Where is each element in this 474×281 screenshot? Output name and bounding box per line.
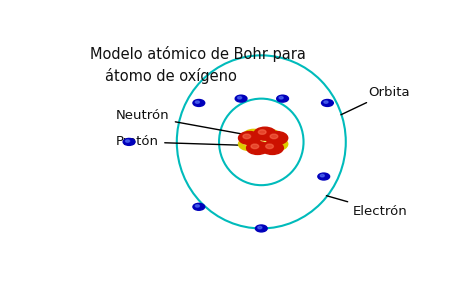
Circle shape <box>266 138 288 151</box>
Circle shape <box>193 203 205 210</box>
Circle shape <box>254 138 276 151</box>
Circle shape <box>258 129 281 142</box>
Text: Neutrón: Neutrón <box>116 109 257 137</box>
Circle shape <box>279 97 283 99</box>
Circle shape <box>277 95 289 102</box>
Circle shape <box>243 129 265 142</box>
Text: Orbita: Orbita <box>341 86 410 115</box>
Circle shape <box>195 101 200 103</box>
Circle shape <box>258 140 266 145</box>
Circle shape <box>318 173 329 180</box>
Circle shape <box>238 138 261 151</box>
Circle shape <box>243 134 251 139</box>
Circle shape <box>261 141 283 155</box>
Circle shape <box>263 132 271 137</box>
Circle shape <box>126 140 129 142</box>
Circle shape <box>320 175 324 177</box>
Text: Modelo atómico de Bohr para: Modelo atómico de Bohr para <box>91 46 306 62</box>
Circle shape <box>270 134 278 139</box>
Circle shape <box>193 99 205 106</box>
Circle shape <box>324 101 328 103</box>
Circle shape <box>266 132 288 144</box>
Circle shape <box>246 141 269 155</box>
Circle shape <box>237 97 242 99</box>
Circle shape <box>254 127 276 140</box>
Circle shape <box>123 139 135 145</box>
Circle shape <box>247 132 255 137</box>
Circle shape <box>258 130 266 134</box>
Text: Protón: Protón <box>116 135 257 148</box>
Circle shape <box>270 140 278 145</box>
Circle shape <box>258 226 262 229</box>
Circle shape <box>243 140 251 145</box>
Circle shape <box>266 144 273 149</box>
Circle shape <box>255 225 267 232</box>
Circle shape <box>321 99 333 106</box>
Text: átomo de oxígeno: átomo de oxígeno <box>105 68 237 84</box>
Circle shape <box>195 205 200 207</box>
Circle shape <box>238 132 261 144</box>
Circle shape <box>251 144 259 149</box>
Circle shape <box>235 95 247 102</box>
Text: Electrón: Electrón <box>327 196 408 218</box>
